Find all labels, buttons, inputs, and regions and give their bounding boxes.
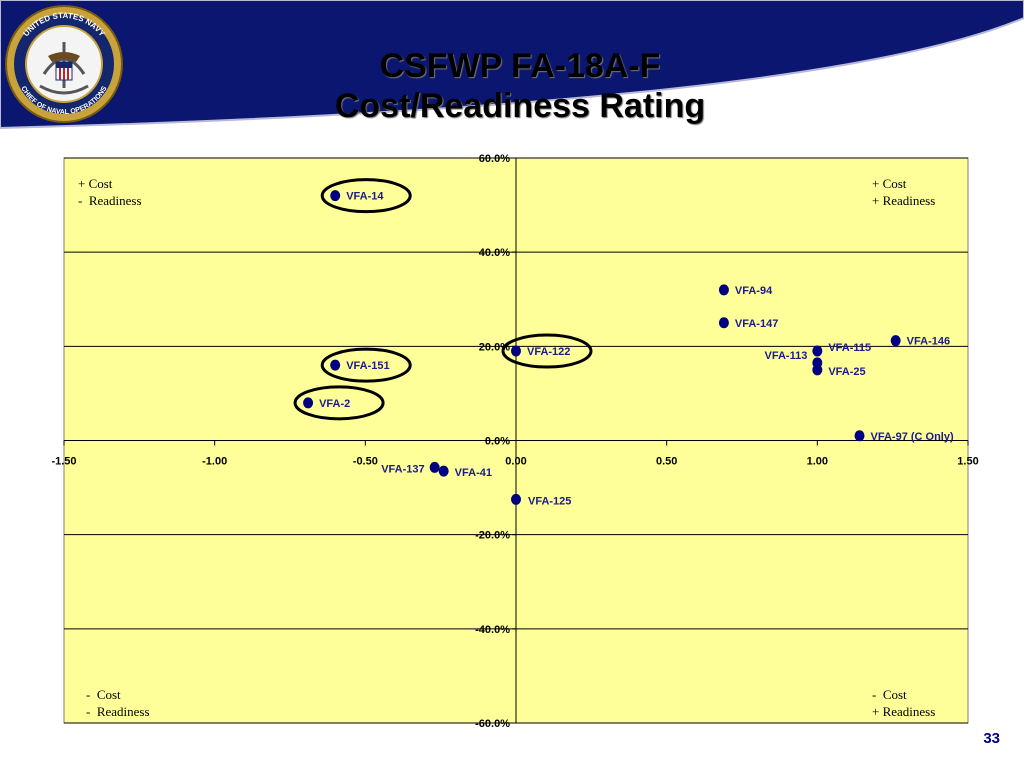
quadrant-label-line2: - Readiness: [86, 704, 150, 719]
x-tick-label: 0.50: [656, 456, 677, 468]
x-tick-label: -1.00: [202, 456, 227, 468]
data-point: [330, 190, 341, 202]
data-point: [890, 335, 901, 347]
data-point-label: VFA-113: [765, 350, 808, 362]
data-points: VFA-14 VFA-94 VFA-147 VFA-146 VFA-122 VFA-115…: [293, 178, 954, 507]
quadrant-label-line2: - Readiness: [78, 193, 142, 208]
data-point: [511, 493, 521, 505]
data-point: [438, 465, 449, 477]
quadrant-labels: + Cost - Readiness + Cost + Readiness - Cost…: [78, 176, 935, 719]
quadrant-label-line2: + Readiness: [872, 193, 935, 208]
data-point-label: VFA-41: [455, 467, 492, 479]
x-tick-label: 1.00: [807, 456, 828, 468]
highlight-ellipse: [320, 178, 412, 214]
data-point-label: VFA-115: [828, 342, 871, 354]
data-point-label: VFA-25: [828, 366, 865, 378]
y-tick-label: -40.0%: [475, 624, 510, 636]
data-point-label: VFA-2: [319, 398, 350, 410]
quadrant-label-line1: + Cost: [78, 176, 113, 191]
quadrant-label-line1: - Cost: [86, 687, 121, 702]
data-point: [812, 364, 823, 376]
data-point: [812, 345, 823, 357]
data-point: [718, 284, 729, 296]
data-point-label: VFA-97 (C Only): [871, 431, 954, 443]
data-point-label: VFA-137: [381, 463, 424, 475]
data-point-label: VFA-146: [907, 336, 950, 348]
cost-readiness-chart: 60.0%40.0%20.0%0.0%-20.0%-40.0%-60.0%-1.…: [51, 153, 978, 730]
y-tick-label: 40.0%: [479, 247, 510, 259]
y-tick-label: 0.0%: [485, 436, 510, 448]
highlight-ellipse: [501, 333, 593, 369]
slide-title: CSFWP FA-18A-F Cost/Readiness Rating: [220, 46, 820, 126]
x-tick-label: 1.50: [957, 456, 978, 468]
data-point: [511, 345, 521, 357]
quadrant-label-line2: + Readiness: [872, 704, 935, 719]
highlight-ellipse: [320, 347, 412, 383]
data-point-label: VFA-94: [735, 285, 773, 297]
data-point-label: VFA-147: [735, 318, 778, 330]
y-tick-label: -20.0%: [475, 530, 510, 542]
navy-seal-logo: UNITED STATES NAVY CHIEF OF NAVAL OPERAT…: [5, 5, 123, 123]
data-point-label: VFA-14: [346, 191, 384, 203]
slide-title-line1: CSFWP FA-18A-F: [379, 47, 661, 85]
data-point-label: VFA-151: [346, 360, 389, 372]
highlight-ellipse: [293, 385, 385, 421]
quadrant-label-line1: - Cost: [872, 687, 907, 702]
data-point: [718, 317, 729, 329]
data-point: [330, 359, 341, 371]
y-tick-label: 60.0%: [479, 153, 510, 165]
data-point: [303, 397, 314, 409]
x-tick-label: -0.50: [353, 456, 378, 468]
page-number: 33: [983, 730, 1000, 747]
data-point-label: VFA-125: [528, 495, 571, 507]
data-point: [429, 461, 440, 473]
data-point: [854, 430, 865, 442]
x-tick-label: 0.00: [505, 456, 526, 468]
x-tick-label: -1.50: [51, 456, 76, 468]
header-banner: [0, 0, 1024, 130]
data-point-label: VFA-122: [527, 346, 570, 358]
slide-title-line2: Cost/Readiness Rating: [334, 87, 706, 125]
y-tick-label: -60.0%: [475, 718, 510, 730]
quadrant-label-line1: + Cost: [872, 176, 907, 191]
banner-shape: [0, 0, 1024, 130]
